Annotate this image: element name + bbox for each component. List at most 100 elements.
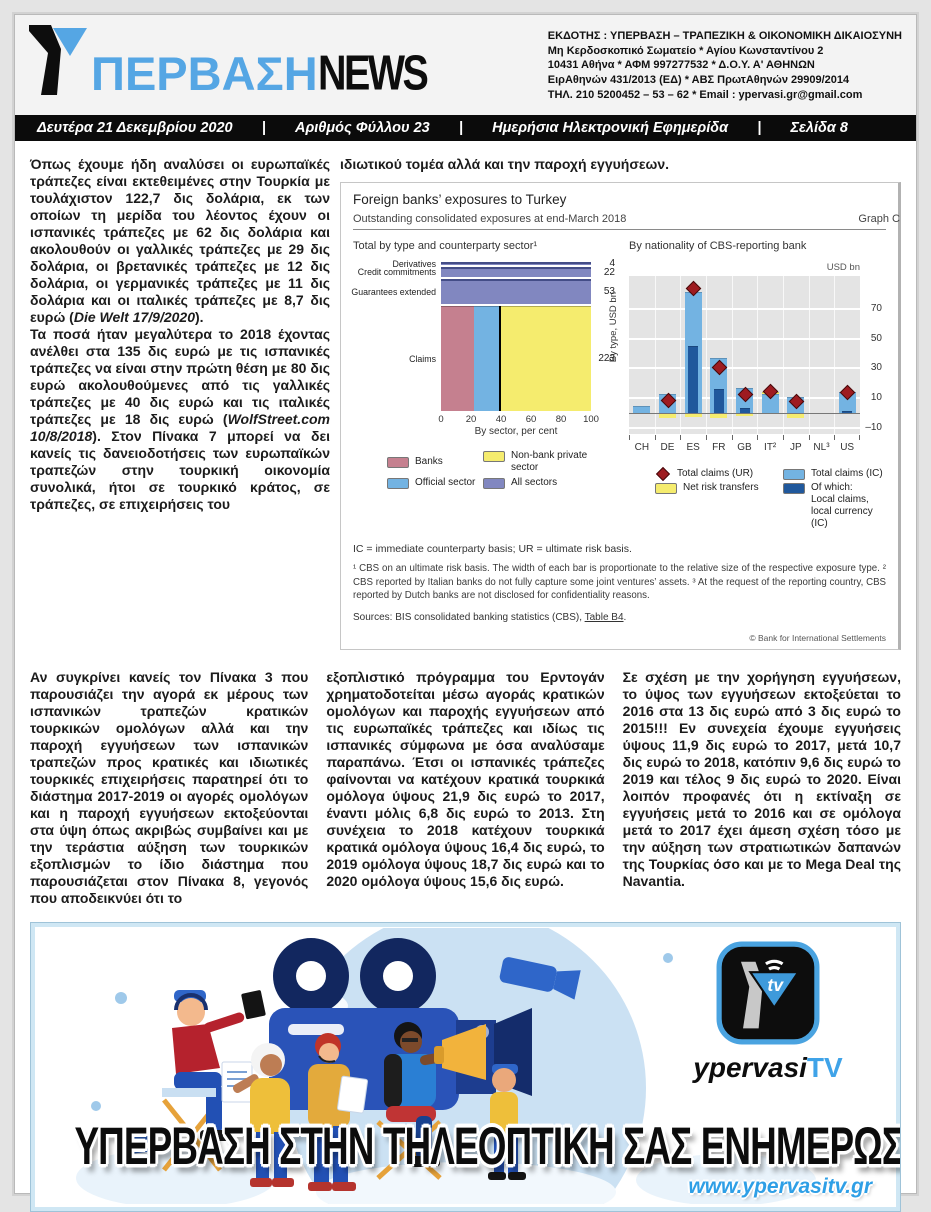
publisher-line: ΕΚΔΟΤΗΣ : ΥΠΕΡΒΑΣΗ – ΤΡΑΠΕΖΙΚΗ & ΟΙΚΟΝΟΜ…: [547, 30, 902, 42]
dateline-separator: |: [261, 120, 266, 136]
figure-abbreviation-note: IC = immediate counterparty basis; UR = …: [353, 543, 632, 555]
x-category-label: NL³: [813, 442, 830, 453]
legend-item: Official sector: [387, 477, 483, 489]
mosaic-plot: Derivatives 4 Credit commitments 22 Guarante…: [351, 258, 615, 411]
article-column-3: εξοπλιστικό πρόγραμμα του Ερντογάν χρημα…: [326, 668, 605, 889]
legend-item: Of which: Local claims, local currency (I…: [783, 482, 886, 530]
article-column-1: Όπως έχουμε ήδη αναλύσει οι ευρωπαϊκές τ…: [30, 156, 330, 650]
mosaic-row-credit-commitments: Credit commitments 22: [357, 266, 615, 278]
bar-net-risk-transfers-GB: [736, 413, 753, 417]
notes-woman-illustration: [221, 1042, 294, 1187]
mosaic-panel: Total by type and counterparty sector¹ D…: [351, 240, 619, 530]
legend-item: Banks: [387, 456, 483, 468]
bar-local-claims-FR: [713, 389, 724, 414]
y-tick-label: –10: [865, 422, 882, 434]
bar-local-claims-US: [842, 410, 853, 414]
y-tick-label: 10: [870, 392, 882, 404]
dateline-separator: |: [458, 120, 463, 136]
svg-text:tv: tv: [767, 975, 784, 995]
bars-legend: Total claims (UR) Total claims (IC) Net …: [655, 466, 886, 530]
figure-subtitle: Outstanding consolidated exposures at en…: [353, 213, 627, 225]
figure-title: Foreign banks’ exposures to Turkey: [353, 192, 567, 207]
legend-item: Net risk transfers: [655, 482, 783, 530]
dateline-issue: Αριθμός Φύλλου 23: [295, 120, 430, 136]
newspaper-page: ΠΕΡΒΑΣΗ NEWS ΕΚΔΟΤΗΣ : ΥΠΕΡΒΑΣΗ – ΤΡΑΠΕΖΙ…: [14, 14, 917, 1212]
legend-item: Non-bank private sector: [483, 450, 615, 474]
mosaic-x-axis-label: By sector, per cent: [474, 426, 558, 437]
table-b4-link[interactable]: Table B4: [584, 611, 624, 623]
figure-graph-label: Graph C: [858, 213, 900, 225]
tv-crew-illustration: [36, 927, 895, 1204]
dateline-bar: Δευτέρα 21 Δεκεμβρίου 2020 | Αριθμός Φύλ…: [15, 115, 916, 141]
paragraph-continuation: ιδιωτικού τομέα αλλά και την παροχή εγγυ…: [340, 156, 670, 172]
bar-total-claims-ic-IT²: [761, 393, 779, 414]
x-tick-label: 40: [495, 414, 507, 425]
y-tick-label: 30: [870, 362, 882, 374]
mosaic-row-claims: Claims 223: [353, 306, 615, 411]
clapper-person-illustration: [162, 989, 266, 1172]
figure-footnotes: ¹ CBS on an ultimate risk basis. The wid…: [353, 563, 886, 602]
claims-segment-non-bank-private-sector: [498, 306, 591, 411]
megaphone-man-illustration: [376, 1021, 486, 1180]
dateline-type: Ημερήσια Ηλεκτρονική Εφημερίδα: [492, 120, 729, 136]
bars-panel: By nationality of CBS-reporting bank USD…: [629, 240, 886, 530]
publisher-info: ΕΚΔΟΤΗΣ : ΥΠΕΡΒΑΣΗ – ΤΡΑΠΕΖΙΚΗ & ΟΙΚΟΝΟΜ…: [548, 23, 906, 103]
legend-item: All sectors: [483, 477, 615, 489]
mosaic-x-axis: 0 20 40 60 80 100: [438, 413, 599, 426]
dateline-date: Δευτέρα 21 Δεκεμβρίου 2020: [37, 120, 233, 136]
article-right-zone: ιδιωτικού τομέα αλλά και την παροχή εγγυ…: [340, 156, 901, 650]
x-category-label: JP: [789, 442, 802, 453]
bis-chart-figure: Foreign banks’ exposures to Turkey Outst…: [340, 182, 901, 650]
claims-segment-banks: [441, 306, 474, 411]
publisher-line: 10431 Αθήνα * ΑΦΜ 997277532 * Δ.Ο.Υ. Α' …: [547, 59, 815, 72]
figure-sources: Sources: BIS consolidated banking statis…: [353, 611, 627, 623]
nonbank-swatch-icon: [483, 451, 505, 462]
mosaic-panel-title: Total by type and counterparty sector¹: [353, 240, 538, 252]
logo-text-black: NEWS: [317, 45, 429, 101]
ypervasitv-wordmark: ypervasiTV: [693, 1051, 843, 1083]
presenter-man-illustration: [308, 1032, 368, 1191]
bar-total-claims-ic-US: [838, 392, 856, 414]
x-tick-label: 60: [525, 414, 537, 425]
bar-net-risk-transfers-FR: [710, 413, 728, 418]
paragraph: Τα ποσά ήταν μεγαλύτερα το 2018 έχοντας …: [30, 326, 330, 512]
dateline-page-number: Σελίδα 8: [790, 120, 848, 136]
dateline-separator: |: [757, 120, 762, 136]
masthead: ΠΕΡΒΑΣΗ NEWS ΕΚΔΟΤΗΣ : ΥΠΕΡΒΑΣΗ – ΤΡΑΠΕΖΙ…: [15, 15, 916, 115]
local-claims-swatch-icon: [783, 483, 805, 494]
claims-segment-official-sector: [474, 306, 499, 411]
official-swatch-icon: [387, 478, 409, 489]
ypervasi-news-logo: ΠΕΡΒΑΣΗ NEWS: [27, 23, 447, 97]
x-tick-label: 80: [555, 414, 567, 425]
x-category-label: IT²: [764, 442, 777, 453]
paragraph: Όπως έχουμε ήδη αναλύσει οι ευρωπαϊκές τ…: [30, 156, 330, 325]
banks-swatch-icon: [387, 457, 409, 468]
ypervasitv-logo-icon: tv: [716, 941, 820, 1045]
publisher-line: Μη Κερδοσκοπικό Σωματείο * Αγίου Κωνσταν…: [547, 44, 824, 57]
mosaic-y-axis-label: By type, USD bn: [608, 292, 619, 363]
article-bottom-section: Αν συγκρίνει κανείς τον Πίνακα 3 που παρ…: [30, 669, 901, 907]
legend-item: Total claims (UR): [655, 466, 783, 482]
banner-url[interactable]: www.ypervasitv.gr: [688, 1174, 872, 1198]
y-tick-label: 70: [870, 302, 882, 314]
x-category-label: ES: [686, 442, 700, 453]
bars-y-axis: 70 50 30 10 –10: [860, 276, 886, 434]
y-tick-label: 50: [870, 332, 882, 344]
article-column-2: Αν συγκρίνει κανείς τον Πίνακα 3 που παρ…: [30, 668, 309, 906]
total-claims-ic-swatch-icon: [783, 469, 805, 480]
x-category-label: US: [840, 442, 855, 453]
article-column-4: Σε σχέση με την χορήγηση εγγυήσεων, το ύ…: [622, 668, 901, 889]
figure-divider: [353, 229, 886, 230]
ypervasi-logo-y-icon: [29, 25, 87, 95]
figure-subtitle-row: Outstanding consolidated exposures at en…: [353, 213, 900, 225]
x-tick-label: 20: [465, 414, 477, 425]
bars-x-axis: CH DE ES FR GB IT² JP NL³ US: [629, 434, 860, 460]
article-top-section: Όπως έχουμε ήδη αναλύσει οι ευρωπαϊκές τ…: [30, 156, 901, 650]
small-camera-icon: [499, 956, 581, 1000]
bars-plot: [629, 276, 860, 434]
mosaic-legend: Banks Non-bank private sector Official s…: [387, 450, 615, 489]
x-tick-label: 0: [438, 414, 444, 425]
bar-total-claims-ic-CH: [633, 405, 651, 414]
ypervasitv-logo: tv ypervasiTV: [688, 941, 848, 1084]
bar-local-claims-GB: [739, 407, 750, 414]
